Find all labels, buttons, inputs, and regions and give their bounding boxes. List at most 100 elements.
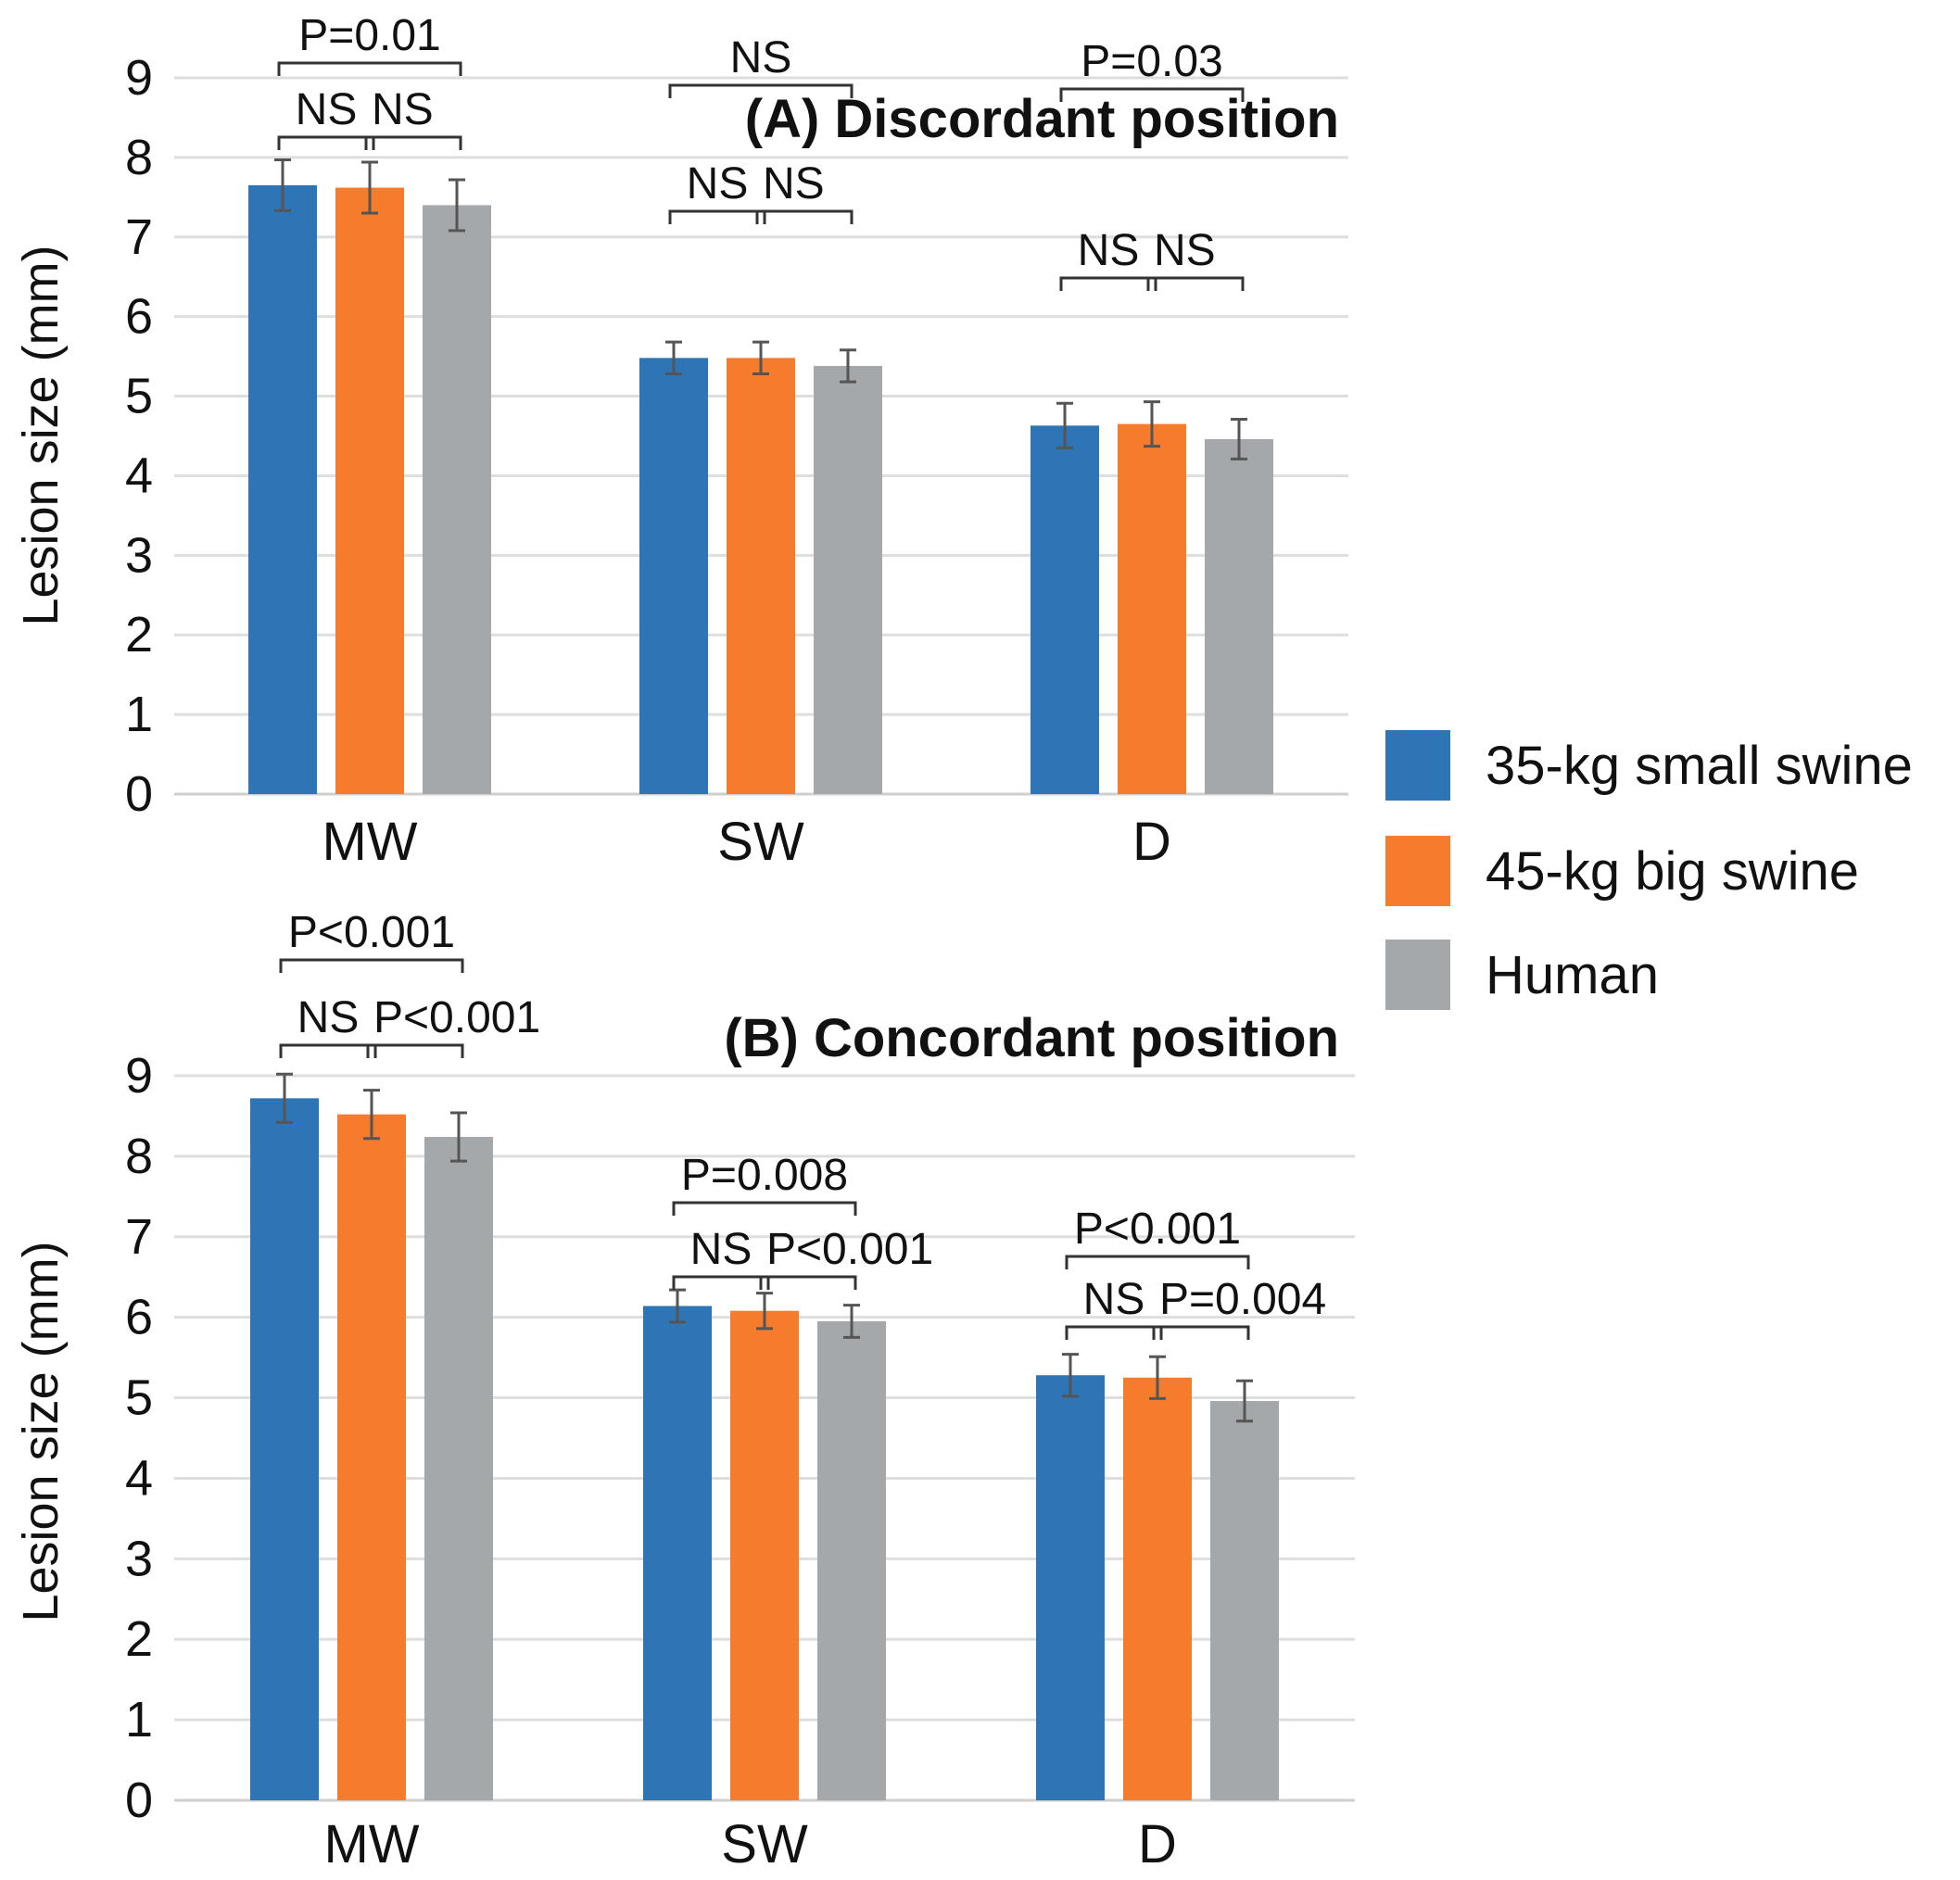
bar-sw-series-0: [643, 1306, 712, 1800]
legend-swatch: [1385, 940, 1450, 1010]
significance-bracket: [672, 1201, 857, 1216]
error-bar: [752, 340, 769, 376]
significance-label: P<0.001: [373, 993, 540, 1042]
error-bar: [1236, 1379, 1253, 1423]
y-tick-label: 6: [125, 1290, 153, 1345]
error-bar: [756, 1292, 773, 1331]
bracket-line: [672, 1275, 770, 1290]
error-bar: [361, 160, 378, 215]
significance-bracket: [364, 135, 462, 150]
significance-label: NS: [687, 159, 749, 208]
bar-sw-series-2: [817, 1321, 886, 1800]
y-tick-label: 5: [125, 369, 153, 424]
significance-label: P=0.03: [1081, 37, 1222, 86]
error-bar: [1149, 1355, 1166, 1400]
bar-mw-series-2: [424, 1137, 493, 1800]
significance-label: NS: [730, 33, 792, 82]
error-bar: [449, 178, 465, 233]
bar-d-series-1: [1123, 1377, 1192, 1800]
bar-sw-series-1: [730, 1310, 799, 1800]
significance-label: NS: [1083, 1275, 1145, 1324]
bracket-line: [277, 61, 462, 76]
significance-bracket: [1059, 87, 1245, 102]
bracket-line: [755, 209, 854, 224]
significance-bracket: [759, 1275, 857, 1290]
category-label-mw: MW: [322, 812, 417, 872]
error-bar: [274, 158, 291, 212]
significance-label: NS: [1078, 226, 1140, 275]
significance-bracket: [279, 1043, 377, 1058]
legend-label: Human: [1486, 945, 1659, 1005]
error-bar: [665, 340, 682, 376]
significance-label: P=0.01: [298, 11, 440, 60]
panel-b-concordant: 0 1 2 3 4 5 6 7 8 9 Lesion size (mm) (B) Concordant…: [13, 908, 1355, 1874]
significance-bracket: [755, 209, 854, 224]
bar-d-series-0: [1031, 425, 1099, 794]
significance-bracket: [1146, 276, 1245, 291]
bracket-line: [668, 209, 766, 224]
y-tick-label: 2: [125, 1611, 153, 1667]
y-tick-label: 3: [125, 1531, 153, 1586]
legend-swatch: [1385, 836, 1450, 906]
y-tick-label: 8: [125, 130, 153, 185]
legend-label: 45-kg big swine: [1486, 841, 1859, 902]
bracket-line: [1065, 1255, 1250, 1269]
error-bar: [1056, 401, 1073, 449]
bracket-line: [1059, 87, 1245, 102]
bar-d-series-2: [1205, 438, 1273, 794]
significance-bracket: [277, 61, 462, 76]
error-bar: [363, 1089, 380, 1141]
panel-title: (A) Discordant position: [745, 89, 1339, 149]
significance-bracket: [672, 1275, 770, 1290]
y-tick-label: 5: [125, 1370, 153, 1426]
significance-label: NS: [297, 993, 360, 1042]
error-bar: [1231, 417, 1247, 461]
panel-title: (B) Concordant position: [724, 1008, 1339, 1068]
bracket-line: [366, 1043, 464, 1058]
category-label-d: D: [1132, 812, 1171, 872]
significance-bracket: [668, 209, 766, 224]
bracket-line: [1152, 1325, 1250, 1340]
bar-d-series-1: [1118, 423, 1186, 794]
significance-label: P<0.001: [766, 1225, 933, 1274]
significance-bracket: [1059, 276, 1157, 291]
bracket-line: [1065, 1325, 1163, 1340]
y-tick-label: 4: [125, 1450, 153, 1506]
error-bar: [276, 1072, 293, 1124]
y-tick-label: 0: [125, 1773, 153, 1828]
error-bar: [1144, 400, 1160, 448]
bracket-line: [672, 1201, 857, 1216]
bar-d-series-0: [1036, 1375, 1105, 1800]
legend-label: 35-kg small swine: [1486, 736, 1913, 796]
significance-bracket: [366, 1043, 464, 1058]
bar-mw-series-1: [335, 187, 404, 794]
category-label-sw: SW: [717, 812, 804, 872]
y-tick-label: 7: [125, 209, 153, 265]
y-tick-label: 1: [125, 1692, 153, 1748]
significance-label: NS: [296, 85, 358, 134]
y-tick-label: 4: [125, 448, 153, 503]
y-tick-label: 2: [125, 607, 153, 662]
legend-swatch: [1385, 730, 1450, 801]
bar-mw-series-0: [248, 184, 317, 794]
bar-sw-series-0: [639, 358, 708, 794]
significance-label: NS: [690, 1225, 752, 1274]
error-bar: [843, 1304, 860, 1339]
error-bar: [840, 348, 856, 384]
significance-bracket: [668, 83, 854, 98]
bar-sw-series-1: [727, 358, 795, 794]
significance-label: P=0.004: [1159, 1275, 1326, 1324]
bracket-line: [364, 135, 462, 150]
y-tick-label: 1: [125, 687, 153, 742]
y-axis-label: Lesion size (mm): [13, 245, 69, 625]
y-tick-label: 7: [125, 1209, 153, 1265]
significance-label: P<0.001: [1074, 1205, 1241, 1254]
category-label-d: D: [1138, 1814, 1177, 1874]
significance-label: P=0.008: [681, 1151, 848, 1200]
y-tick-label: 0: [125, 766, 153, 822]
bracket-line: [279, 1043, 377, 1058]
significance-bracket: [1065, 1255, 1250, 1269]
bracket-line: [668, 83, 854, 98]
error-bar: [669, 1288, 686, 1324]
